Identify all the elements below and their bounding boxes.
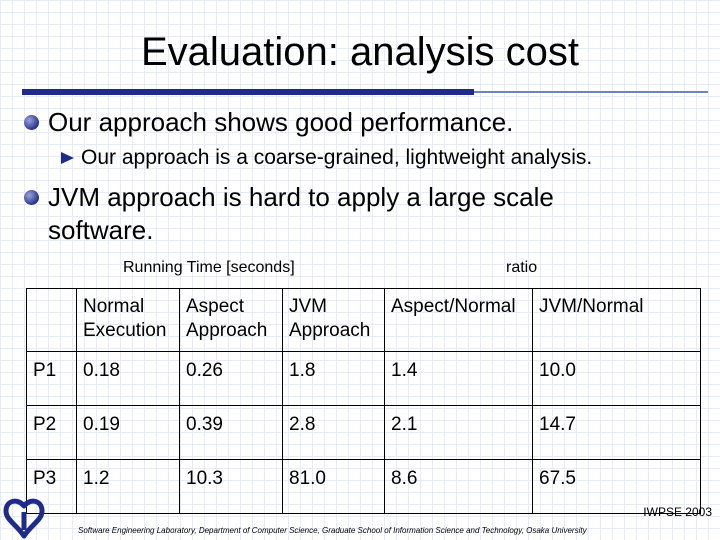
- header-line: JVM: [289, 296, 327, 317]
- header-line: Execution: [83, 320, 167, 341]
- row-label: P1: [26, 351, 77, 406]
- triangle-bullet-icon: [61, 152, 74, 164]
- bullet-performance: Our approach shows good performance.: [48, 107, 514, 137]
- cell-jvm-ratio: 14.7: [532, 405, 701, 460]
- row-label: P2: [26, 405, 77, 460]
- slide-title: Evaluation: analysis cost: [140, 30, 579, 74]
- conference-label: IWPSE 2003: [643, 505, 712, 519]
- cell-jvm: 1.8: [282, 351, 385, 406]
- header-line: Approach: [289, 320, 371, 341]
- bullet-icon: [24, 115, 39, 130]
- header-line: Aspect/Normal: [391, 296, 516, 317]
- caption-ratio: ratio: [506, 259, 538, 276]
- bullet-jvm-line1: JVM approach is hard to apply a large sc…: [48, 182, 554, 212]
- university-logo-icon: [3, 498, 45, 539]
- title-underline-thin: [474, 91, 708, 93]
- table-row: P2 0.19 0.39 2.8 2.1 14.7: [26, 405, 701, 460]
- cell-jvm-ratio: 10.0: [532, 351, 701, 406]
- header-jvm-normal: JVM/Normal: [532, 288, 701, 352]
- footer-lab-name: Software Engineering Laboratory, Departm…: [78, 526, 587, 535]
- cell-normal: 1.2: [76, 459, 180, 514]
- cell-aspect: 0.26: [179, 351, 283, 406]
- cell-normal: 0.18: [76, 351, 180, 406]
- cost-table: Normal Execution Aspect Approach JVM App…: [26, 288, 701, 514]
- cell-jvm: 2.8: [282, 405, 385, 460]
- cell-aspect-ratio: 1.4: [384, 351, 533, 406]
- row-label: P3: [26, 459, 77, 514]
- bullet-jvm-line2: software.: [48, 215, 154, 245]
- header-aspect-approach: Aspect Approach: [179, 288, 283, 352]
- header-aspect-normal: Aspect/Normal: [384, 288, 533, 352]
- header-empty-cell: [26, 288, 77, 352]
- cell-aspect-ratio: 2.1: [384, 405, 533, 460]
- header-line: Normal: [83, 296, 145, 317]
- header-line: JVM/Normal: [539, 296, 644, 317]
- sub-bullet-lightweight: Our approach is a coarse-grained, lightw…: [81, 146, 593, 169]
- header-normal-execution: Normal Execution: [76, 288, 180, 352]
- cell-jvm: 81.0: [282, 459, 385, 514]
- caption-running-time: Running Time [seconds]: [123, 259, 295, 276]
- cell-aspect: 0.39: [179, 405, 283, 460]
- cell-jvm-ratio: 67.5: [532, 459, 701, 514]
- header-line: Approach: [186, 320, 268, 341]
- table-header-row: Normal Execution Aspect Approach JVM App…: [26, 288, 701, 352]
- cell-normal: 0.19: [76, 405, 180, 460]
- cell-aspect: 10.3: [179, 459, 283, 514]
- bullet-icon: [24, 190, 39, 205]
- title-underline: [22, 89, 474, 95]
- table-row: P1 0.18 0.26 1.8 1.4 10.0: [26, 351, 701, 406]
- table-row: P3 1.2 10.3 81.0 8.6 67.5: [26, 459, 701, 514]
- header-jvm-approach: JVM Approach: [282, 288, 385, 352]
- header-line: Aspect: [186, 296, 245, 317]
- cell-aspect-ratio: 8.6: [384, 459, 533, 514]
